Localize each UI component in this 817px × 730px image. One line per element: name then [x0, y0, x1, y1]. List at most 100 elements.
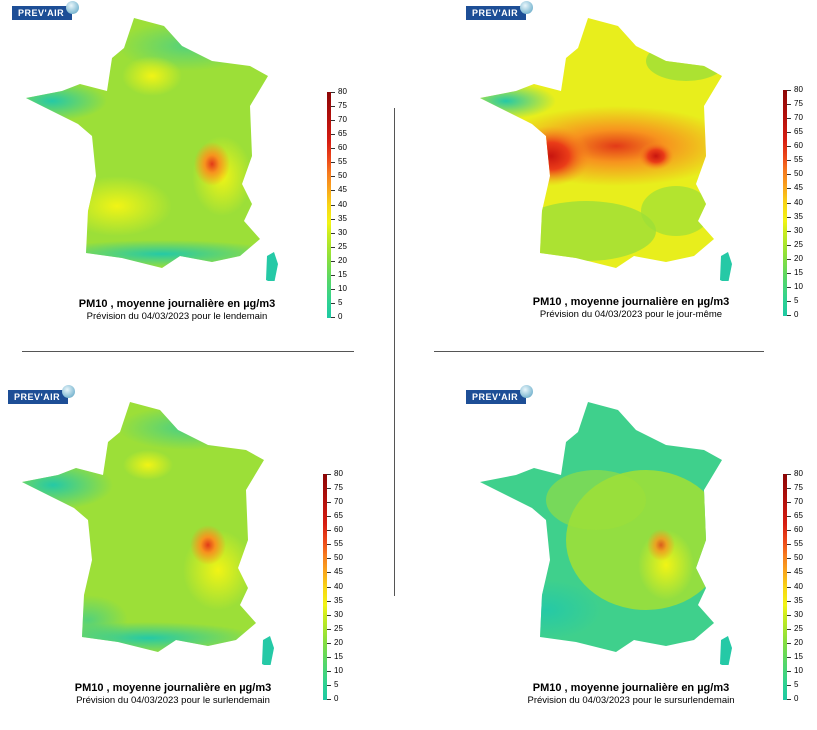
france-map: [480, 18, 732, 281]
scale-tick: [787, 160, 791, 161]
scale-tick-label: 30: [338, 228, 347, 237]
scale-tick-label: 10: [338, 284, 347, 293]
panel-lendemain: PREV'AIR PM10 , moyenne journalière en µ…: [12, 1, 372, 346]
scale-tick-label: 50: [794, 553, 803, 562]
logo-globe-icon: [520, 1, 534, 14]
scale-tick: [787, 657, 791, 658]
scale-tick: [327, 671, 331, 672]
scale-tick: [787, 231, 791, 232]
scale-tick-label: 20: [338, 256, 347, 265]
scale-gradient: [783, 90, 787, 316]
scale-tick-label: 50: [338, 171, 347, 180]
divider-center: [394, 108, 395, 596]
scale-tick: [331, 190, 335, 191]
scale-tick: [787, 502, 791, 503]
scale-tick: [327, 488, 331, 489]
logo-globe-icon: [62, 385, 76, 398]
scale-tick-label: 35: [334, 596, 343, 605]
scale-tick: [787, 544, 791, 545]
scale-tick-label: 35: [794, 596, 803, 605]
scale-tick-label: 45: [334, 567, 343, 576]
scale-tick-label: 80: [338, 87, 347, 96]
scale-tick-label: 20: [794, 254, 803, 263]
scale-tick: [327, 587, 331, 588]
scale-gradient: [783, 474, 787, 700]
scale-tick: [331, 162, 335, 163]
scale-tick-label: 25: [794, 240, 803, 249]
scale-tick-label: 45: [794, 567, 803, 576]
scale-tick: [327, 502, 331, 503]
scale-tick: [327, 516, 331, 517]
scale-tick: [787, 104, 791, 105]
scale-tick: [787, 174, 791, 175]
panel-jour-meme: PREV'AIR PM10 , moyenne journalière en µ…: [466, 1, 817, 346]
scale-tick-label: 45: [794, 183, 803, 192]
scale-tick-label: 40: [334, 582, 343, 591]
scale-tick-label: 40: [338, 200, 347, 209]
scale-tick-label: 60: [338, 143, 347, 152]
scale-tick: [787, 118, 791, 119]
scale-tick-label: 70: [794, 113, 803, 122]
corsica-shape: [720, 252, 732, 281]
scale-tick: [787, 90, 791, 91]
scale-tick-label: 65: [794, 127, 803, 136]
scale-tick: [787, 530, 791, 531]
scale-tick: [787, 315, 791, 316]
scale-tick-label: 35: [794, 212, 803, 221]
prevair-logo: PREV'AIR: [12, 1, 80, 20]
scale-tick: [787, 629, 791, 630]
scale-tick-label: 10: [794, 282, 803, 291]
scale-tick-label: 50: [794, 169, 803, 178]
scale-tick-label: 70: [794, 497, 803, 506]
scale-tick-label: 15: [338, 270, 347, 279]
scale-tick: [331, 275, 335, 276]
scale-tick-label: 0: [794, 310, 799, 319]
panel-title: PM10 , moyenne journalière en µg/m3: [532, 296, 730, 308]
divider-left: [22, 351, 354, 352]
scale-tick: [787, 217, 791, 218]
scale-tick-label: 15: [794, 652, 803, 661]
scale-gradient: [327, 92, 331, 318]
scale-tick-label: 80: [334, 469, 343, 478]
france-map: [26, 18, 278, 281]
logo-globe-icon: [66, 1, 80, 14]
scale-tick: [327, 558, 331, 559]
scale-tick: [331, 303, 335, 304]
scale-gradient: [323, 474, 327, 700]
scale-tick-label: 25: [338, 242, 347, 251]
scale-tick: [787, 699, 791, 700]
scale-tick: [331, 219, 335, 220]
scale-tick-label: 65: [334, 511, 343, 520]
scale-tick-label: 15: [794, 268, 803, 277]
scale-tick: [327, 615, 331, 616]
scale-tick-label: 25: [334, 624, 343, 633]
scale-tick-label: 30: [794, 226, 803, 235]
scale-tick-label: 80: [794, 85, 803, 94]
scale-tick: [331, 176, 335, 177]
scale-tick: [787, 572, 791, 573]
scale-tick-label: 70: [338, 115, 347, 124]
scale-tick-label: 15: [334, 652, 343, 661]
scale-tick: [331, 289, 335, 290]
scale-tick-label: 0: [338, 312, 343, 321]
scale-tick-label: 5: [334, 680, 339, 689]
scale-tick-label: 65: [338, 129, 347, 138]
corsica-shape: [262, 636, 274, 665]
scale-tick: [327, 643, 331, 644]
scale-tick: [327, 699, 331, 700]
scale-tick: [787, 488, 791, 489]
scale-tick-label: 60: [794, 141, 803, 150]
scale-tick: [787, 203, 791, 204]
scale-tick: [331, 92, 335, 93]
scale-tick-label: 10: [334, 666, 343, 675]
scale-tick-label: 45: [338, 185, 347, 194]
scale-tick-label: 65: [794, 511, 803, 520]
scale-tick-label: 5: [794, 296, 799, 305]
scale-tick: [331, 261, 335, 262]
corsica-shape: [720, 636, 732, 665]
corsica-shape: [266, 252, 278, 281]
scale-tick-label: 75: [794, 483, 803, 492]
scale-tick: [327, 657, 331, 658]
panel-surlendemain: PREV'AIR PM10 , moyenne journalière en µ…: [8, 385, 368, 730]
scale-tick-label: 55: [794, 539, 803, 548]
